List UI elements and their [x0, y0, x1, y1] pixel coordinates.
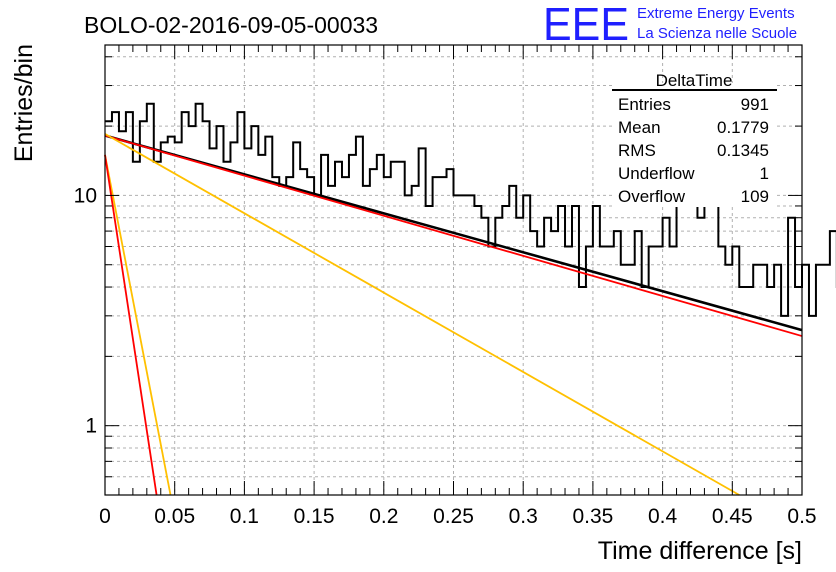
- stats-label-overflow: Overflow: [618, 187, 686, 206]
- y-tick-label: 1: [85, 415, 97, 438]
- x-tick-label: 0.05: [154, 505, 195, 528]
- x-tick-label: 0.5: [787, 505, 816, 528]
- stats-box: DeltaTime Entries 991 Mean 0.1779 RMS 0.…: [612, 71, 777, 207]
- stats-value-mean: 0.1779: [717, 118, 769, 137]
- fit-line: [104, 154, 172, 496]
- stats-value-rms: 0.1345: [717, 141, 769, 160]
- logo-letters: EEE: [543, 0, 629, 50]
- stats-label-mean: Mean: [618, 118, 661, 137]
- y-axis-label: Entries/bin: [10, 44, 38, 162]
- x-tick-label: 0: [99, 505, 111, 528]
- x-tick-label: 0.2: [369, 505, 398, 528]
- chart-title: BOLO-02-2016-09-05-00033: [84, 12, 378, 38]
- x-tick-label: 0.1: [230, 505, 259, 528]
- fit-line: [104, 134, 803, 332]
- fit-line: [104, 133, 740, 496]
- x-tick-label: 0.35: [572, 505, 613, 528]
- x-tick-label: 0.3: [509, 505, 538, 528]
- logo-line2: La Scienza nelle Scuole: [637, 25, 797, 42]
- stats-header: DeltaTime: [656, 71, 733, 90]
- histogram-outline: [105, 102, 836, 317]
- axis-ticks: 0 0.05 0.1 0.15 0.2 0.25 0.3 0.35 0.4 0.45 0.5 1 10: [74, 45, 817, 528]
- stats-label-underflow: Underflow: [618, 164, 695, 183]
- stats-value-overflow: 109: [741, 187, 769, 206]
- x-tick-label: 0.25: [433, 505, 474, 528]
- stats-value-entries: 991: [741, 95, 769, 114]
- fit-lines: [104, 133, 803, 496]
- stats-box-bg: [612, 83, 777, 207]
- y-tick-label: 10: [74, 184, 97, 207]
- x-tick-label: 0.15: [294, 505, 335, 528]
- fit-line: [104, 134, 803, 337]
- histogram: [105, 102, 836, 317]
- x-tick-label: 0.45: [712, 505, 753, 528]
- grid: [105, 45, 802, 496]
- x-tick-label: 0.4: [648, 505, 678, 528]
- x-axis-label: Time difference [s]: [598, 537, 802, 565]
- stats-label-entries: Entries: [618, 95, 671, 114]
- eee-logo: EEE Extreme Energy Events La Scienza nel…: [543, 0, 797, 50]
- logo-line1: Extreme Energy Events: [637, 5, 795, 22]
- stats-value-underflow: 1: [760, 164, 769, 183]
- stats-label-rms: RMS: [618, 141, 656, 160]
- fit-line: [104, 154, 158, 496]
